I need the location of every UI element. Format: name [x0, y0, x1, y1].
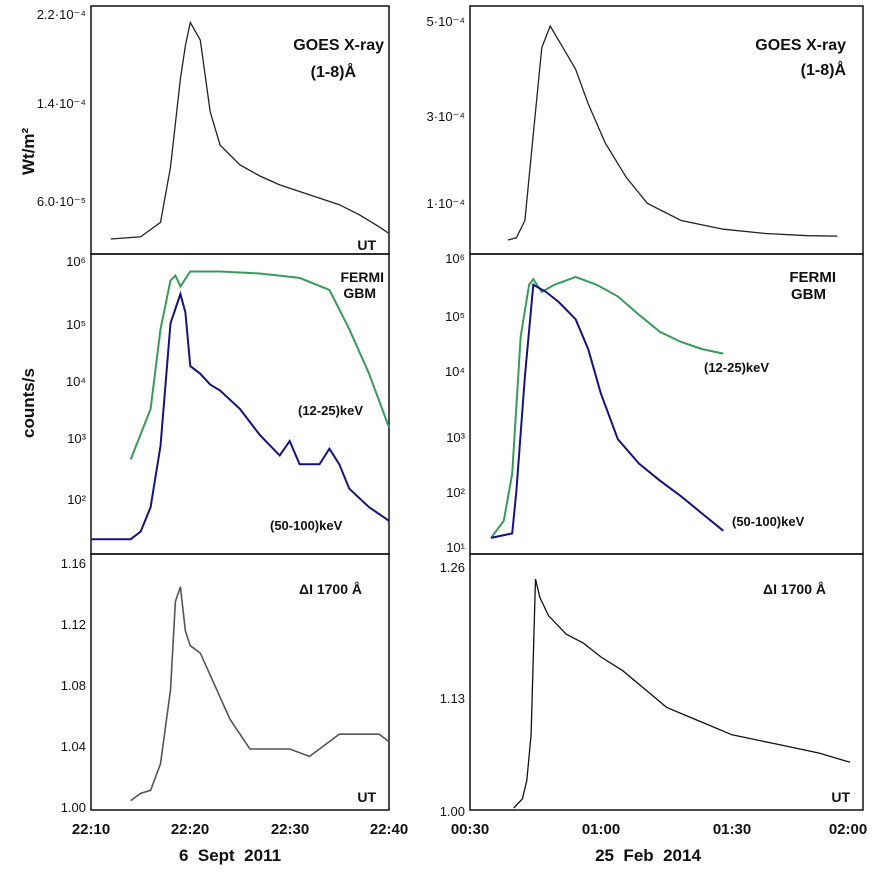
x-tick-2014: 00:30	[451, 821, 489, 838]
goes-2014-ytick: 3·10⁻⁴	[427, 109, 465, 124]
goes-2011-ut-label: UT	[357, 237, 376, 253]
fermi-2011-ytick: 10⁵	[66, 317, 86, 332]
fermi-2014-ytick: 10⁶	[445, 251, 465, 266]
aia-2014-ytick: 1.26	[440, 560, 465, 575]
aia-2014-curve	[513, 579, 851, 809]
fermi-2011-ytick: 10⁶	[66, 254, 86, 269]
aia-2014-ut-label: UT	[831, 789, 850, 805]
x-tick-2014: 01:00	[582, 821, 620, 838]
goes-2014-title: GOES X-ray	[755, 37, 846, 54]
fermi-2014-ytick: 10⁵	[445, 309, 465, 324]
y-axis-label-wt: Wt/m²	[19, 127, 38, 175]
aia-2011-ytick: 1.08	[61, 678, 86, 693]
goes-2014-ytick: 5·10⁻⁴	[427, 14, 465, 29]
goes-2011-curve	[110, 20, 390, 240]
date-label-2014: 25 Feb 2014	[595, 846, 701, 865]
y-axis-label-counts: counts/s	[19, 368, 38, 438]
x-tick-2011: 22:10	[72, 821, 110, 838]
goes-2014-title-band: (1-8)Å	[801, 60, 847, 79]
fermi-2014-ytick: 10³	[446, 430, 465, 445]
aia-2011-curve	[130, 586, 390, 802]
aia-2011-title: ΔI 1700 Å	[299, 581, 362, 597]
aia-2011-ytick: 1.04	[61, 739, 86, 754]
aia-2014-title: ΔI 1700 Å	[763, 581, 826, 597]
goes-2014-curve	[507, 24, 838, 241]
aia-2014-ytick: 1.00	[440, 804, 465, 819]
goes-2011-ytick: 6.0·10⁻⁵	[37, 194, 86, 209]
fermi-2011-ytick: 10²	[67, 492, 86, 507]
frame-aia-2011	[90, 553, 390, 811]
aia-2011-ytick: 1.16	[61, 556, 86, 571]
fermi-2014-label-50-100: (50-100)keV	[732, 514, 805, 529]
aia-2011-ytick: 1.12	[61, 617, 86, 632]
fermi-2011-label-12-25: (12-25)keV	[298, 403, 363, 418]
fermi-2014-50-100-curve	[490, 283, 724, 539]
fermi-2011-title-gbm: GBM	[343, 285, 376, 301]
goes-2011-title: GOES X-ray	[293, 37, 384, 54]
frame-aia-2014	[469, 553, 864, 811]
date-label-2011: 6 Sept 2011	[179, 846, 281, 865]
aia-2011-ytick: 1.00	[61, 800, 86, 815]
fermi-2014-ytick: 10¹	[446, 540, 465, 555]
fermi-2014-ytick: 10⁴	[445, 364, 465, 379]
aia-2011-ut-label: UT	[357, 789, 376, 805]
x-tick-2011: 22:30	[271, 821, 309, 838]
goes-2011-ytick: 2.2·10⁻⁴	[37, 7, 86, 22]
x-tick-2011: 22:20	[171, 821, 209, 838]
x-tick-2014: 02:00	[829, 821, 867, 838]
fermi-2014-title: FERMI	[789, 269, 836, 286]
goes-2011-title-band: (1-8)Å	[311, 62, 357, 81]
x-tick-2014: 01:30	[713, 821, 751, 838]
panel-frames	[90, 5, 864, 811]
aia-2014-ytick: 1.13	[440, 691, 465, 706]
fermi-2014-label-12-25: (12-25)keV	[704, 360, 769, 375]
fermi-2011-label-50-100: (50-100)keV	[270, 518, 343, 533]
fermi-2011-50-100-curve	[91, 290, 390, 541]
x-tick-2011: 22:40	[370, 821, 408, 838]
goes-2014-ytick: 1·10⁻⁴	[427, 196, 465, 211]
fermi-2011-title: FERMI	[340, 269, 384, 285]
fermi-2011-12-25-curve	[129, 270, 390, 460]
goes-2011-ytick: 1.4·10⁻⁴	[37, 96, 86, 111]
fermi-2014-ytick: 10²	[446, 485, 465, 500]
fermi-2011-ytick: 10³	[67, 431, 86, 446]
fermi-2014-12-25-curve	[490, 275, 724, 539]
fermi-2011-ytick: 10⁴	[66, 374, 86, 389]
fermi-2014-title-gbm: GBM	[791, 286, 826, 303]
